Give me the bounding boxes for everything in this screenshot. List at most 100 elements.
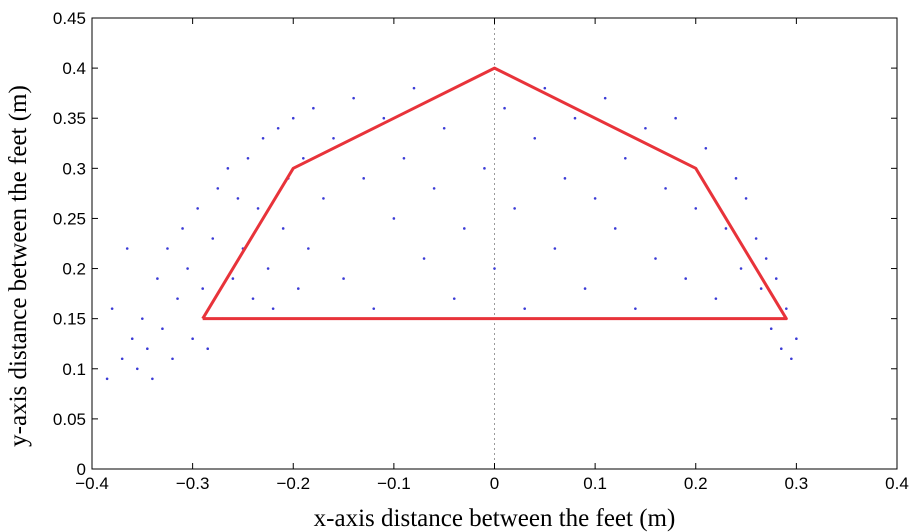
scatter-point	[296, 287, 300, 290]
scatter-point	[754, 237, 758, 240]
scatter-point	[276, 126, 280, 130]
scatter-point	[151, 377, 154, 381]
y-axis-label: y-axis distance between the feet (m)	[5, 85, 32, 447]
scatter-point	[724, 227, 728, 230]
x-tick-label: −0.2	[276, 474, 310, 493]
scatter-point	[231, 277, 235, 280]
x-tick-label: 0.1	[583, 474, 607, 493]
scatter-point	[714, 297, 718, 300]
x-tick-label: 0.3	[785, 474, 809, 493]
scatter-point	[452, 297, 456, 300]
support-polygon	[201, 66, 788, 321]
y-tick-label: 0.25	[53, 209, 86, 228]
scatter-point	[352, 96, 355, 100]
scatter-point	[130, 337, 134, 341]
y-tick-label: 0.15	[53, 310, 86, 329]
scatter-point	[684, 277, 687, 280]
scatter-point	[181, 227, 184, 230]
scatter-point	[246, 157, 250, 160]
scatter-point	[236, 197, 240, 200]
scatter-point	[307, 247, 310, 250]
scatter-point	[291, 116, 295, 120]
scatter-point	[533, 136, 537, 140]
y-tick-label: 0	[77, 460, 86, 479]
x-tick-label: −0.4	[75, 474, 109, 493]
x-tick-label: −0.1	[377, 474, 411, 493]
scatter-point	[156, 277, 159, 280]
scatter-point	[372, 307, 376, 310]
scatter-point	[774, 277, 778, 280]
y-tick-label: 0.2	[62, 260, 86, 279]
scatter-point	[125, 247, 129, 250]
scatter-point	[191, 337, 194, 341]
scatter-point	[744, 197, 748, 200]
scatter-point	[613, 227, 617, 230]
scatter-point	[281, 227, 285, 230]
scatter-point	[779, 347, 783, 351]
scatter-point	[186, 267, 189, 270]
scatter-point	[563, 177, 567, 180]
scatter-point	[739, 267, 743, 270]
scatter-point	[764, 257, 768, 260]
scatter-point	[795, 337, 798, 341]
scatter-point	[342, 277, 345, 280]
scatter-point	[769, 327, 773, 330]
scatter-point	[161, 327, 164, 330]
scatter-point	[105, 377, 109, 381]
scatter-point	[790, 357, 793, 361]
scatter-point	[513, 207, 516, 210]
scatter-point	[216, 187, 220, 190]
scatter-point	[553, 247, 557, 250]
scatter-point	[603, 96, 607, 100]
scatter-point	[226, 167, 230, 170]
scatter-point	[332, 136, 335, 140]
scatter-point	[593, 197, 597, 200]
y-tick-label: 0.1	[62, 360, 86, 379]
scatter-point	[362, 177, 365, 180]
scatter-point	[322, 197, 325, 200]
scatter-point	[483, 167, 486, 170]
scatter-point	[759, 287, 763, 290]
scatter-point	[302, 157, 305, 160]
scatter-point	[146, 347, 149, 351]
scatter-point	[674, 116, 677, 120]
scatter-point	[120, 357, 124, 361]
scatter-point	[256, 207, 260, 210]
scatter-point	[422, 257, 426, 260]
scatter-point	[734, 177, 738, 180]
scatter-point	[412, 86, 416, 90]
y-tick-label: 0.4	[62, 59, 86, 78]
axis-ticks: −0.4 −0.3 −0.2 −0.1 0 0.1 0.2 0.3 0.4 0 0.05 0.1 0.1…	[53, 9, 909, 493]
scatter-point	[463, 227, 466, 230]
scatter-point	[141, 317, 144, 320]
scatter-point	[624, 157, 627, 160]
scatter-point	[442, 126, 446, 130]
scatter-point	[543, 86, 547, 90]
scatter-point	[266, 267, 270, 270]
scatter-point	[785, 307, 788, 310]
scatter-point	[644, 126, 647, 130]
y-tick-label: 0.05	[53, 410, 86, 429]
scatter-point	[583, 287, 587, 290]
scatter-point	[654, 257, 657, 260]
scatter-point	[206, 347, 210, 351]
scatter-point	[694, 207, 698, 210]
scatter-point	[664, 187, 667, 190]
scatter-point	[312, 106, 315, 110]
x-tick-label: −0.3	[176, 474, 210, 493]
scatter-point	[573, 116, 577, 120]
x-tick-label: 0.2	[684, 474, 708, 493]
scatter-point	[382, 116, 386, 120]
y-tick-label: 0.35	[53, 109, 86, 128]
scatter-point	[432, 187, 436, 190]
x-axis-label: x-axis distance between the feet (m)	[314, 505, 676, 532]
scatter-point	[166, 247, 169, 250]
scatter-point	[251, 297, 255, 300]
x-tick-label: 0.4	[885, 474, 909, 493]
scatter-point	[493, 267, 496, 270]
scatter-point	[261, 136, 265, 140]
scatter-point	[392, 217, 396, 220]
scatter-point	[523, 307, 526, 310]
scatter-point	[171, 357, 174, 361]
y-tick-label: 0.3	[62, 159, 86, 178]
